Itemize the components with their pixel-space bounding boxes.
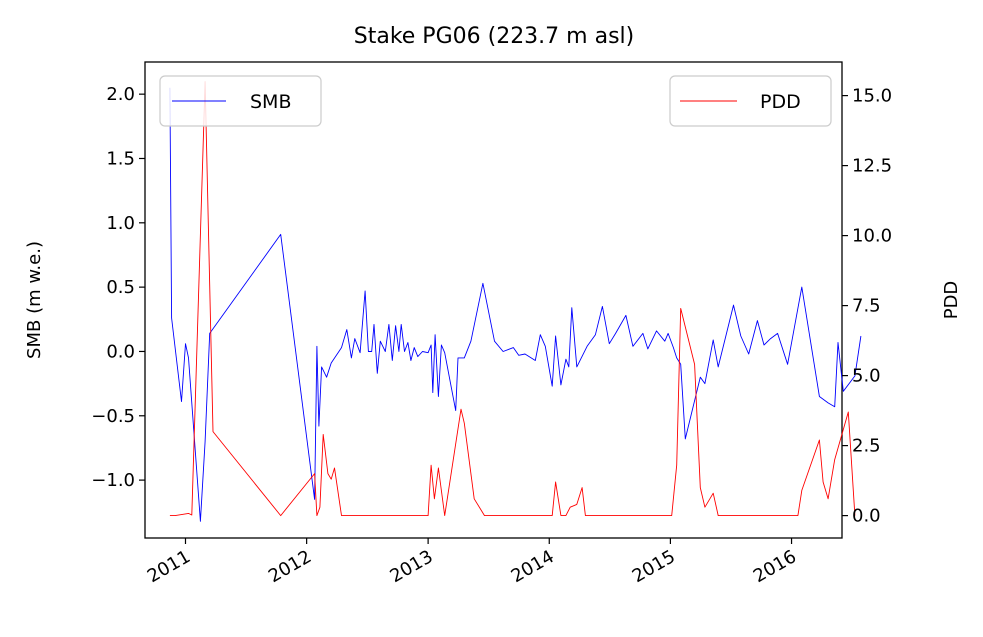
- chart-title: Stake PG06 (223.7 m asl): [354, 24, 634, 49]
- x-tick-label: 2016: [750, 546, 800, 587]
- x-tick-label: 2014: [508, 546, 558, 587]
- y-right-tick-label: 5.0: [852, 366, 881, 387]
- x-tick-label: 2011: [144, 546, 194, 587]
- series-layer: [169, 81, 862, 522]
- y-right-tick-label: 10.0: [852, 226, 892, 247]
- y-right-axis-label: PDD: [941, 281, 962, 320]
- y-left-tick-label: 0.0: [106, 341, 135, 362]
- y-right-axis-ticks: 0.0 2.5 5.0 7.5 10.0 12.5 15.0: [842, 86, 892, 527]
- x-tick-label: 2012: [265, 546, 315, 587]
- plot-frame: [144, 61, 843, 539]
- y-left-tick-label: 1.0: [106, 213, 135, 234]
- y-right-tick-label: 0.0: [852, 506, 881, 527]
- y-left-tick-label: 2.0: [106, 84, 135, 105]
- legend-smb: SMB: [159, 75, 322, 127]
- y-left-tick-label: −1.0: [91, 470, 135, 491]
- legend-smb-label: SMB: [250, 91, 292, 113]
- x-tick-label: 2015: [629, 546, 679, 587]
- y-right-tick-label: 2.5: [852, 436, 881, 457]
- y-right-tick-label: 12.5: [852, 156, 892, 177]
- y-left-tick-label: 1.5: [106, 148, 135, 169]
- y-right-tick-label: 15.0: [852, 86, 892, 107]
- y-left-axis-label: SMB (m w.e.): [24, 241, 45, 359]
- y-left-tick-label: 0.5: [106, 277, 135, 298]
- legend-smb-box: [159, 75, 322, 127]
- legend-pdd-label: PDD: [760, 91, 801, 113]
- legend-pdd: PDD: [669, 75, 832, 127]
- x-axis-ticks: 2011 2012 2013 2014 2015 2016: [144, 538, 800, 587]
- y-right-tick-label: 7.5: [852, 296, 881, 317]
- series-line-pdd: [169, 81, 856, 517]
- legend-pdd-box: [669, 75, 832, 127]
- y-left-axis-ticks: −1.0 −0.5 0.0 0.5 1.0 1.5 2.0: [91, 84, 145, 491]
- x-tick-label: 2013: [386, 546, 436, 587]
- series-line-smb: [169, 87, 862, 522]
- y-left-tick-label: −0.5: [91, 406, 135, 427]
